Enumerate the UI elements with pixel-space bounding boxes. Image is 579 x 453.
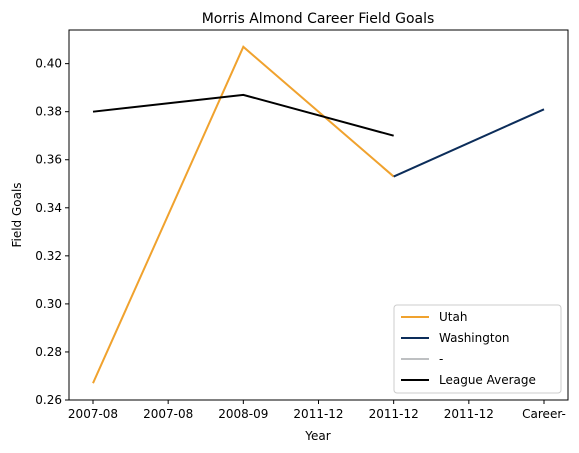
legend-label: Utah bbox=[439, 310, 467, 324]
y-axis: 0.26 0.28 0.30 0.32 0.34 0.36 0.38 0.40 bbox=[35, 57, 69, 407]
y-tick-label: 0.28 bbox=[35, 345, 62, 359]
series-line-washington bbox=[393, 108, 545, 178]
x-tick-label: 2007-08 bbox=[68, 407, 118, 421]
x-tick-label: 2011-12 bbox=[369, 407, 419, 421]
y-axis-label: Field Goals bbox=[10, 182, 24, 247]
series-line-utah bbox=[92, 45, 395, 384]
x-tick-label: 2011-12 bbox=[444, 407, 494, 421]
legend-box bbox=[393, 304, 562, 394]
y-tick-label: 0.38 bbox=[35, 105, 62, 119]
legend-label: - bbox=[439, 352, 443, 366]
x-axis-label: Year bbox=[304, 429, 330, 443]
series-line-league-average bbox=[92, 93, 394, 137]
legend-label: Washington bbox=[439, 331, 510, 345]
x-tick-label: 2008-09 bbox=[218, 407, 268, 421]
y-tick-label: 0.40 bbox=[35, 57, 62, 71]
legend-label: League Average bbox=[439, 373, 536, 387]
chart-title: Morris Almond Career Field Goals bbox=[202, 11, 435, 27]
x-tick-label: Career- bbox=[522, 407, 566, 421]
series-layer bbox=[92, 45, 545, 384]
y-tick-label: 0.32 bbox=[35, 249, 62, 263]
y-tick-label: 0.26 bbox=[35, 393, 62, 407]
y-tick-label: 0.30 bbox=[35, 297, 62, 311]
x-tick-label: 2011-12 bbox=[293, 407, 343, 421]
x-tick-label: 2007-08 bbox=[143, 407, 193, 421]
x-axis: 2007-08 2007-08 2008-09 2011-12 2011-12 2011-… bbox=[68, 400, 566, 421]
legend: Utah Washington - League Average bbox=[393, 304, 562, 394]
y-tick-label: 0.36 bbox=[35, 153, 62, 167]
y-tick-label: 0.34 bbox=[35, 201, 62, 215]
